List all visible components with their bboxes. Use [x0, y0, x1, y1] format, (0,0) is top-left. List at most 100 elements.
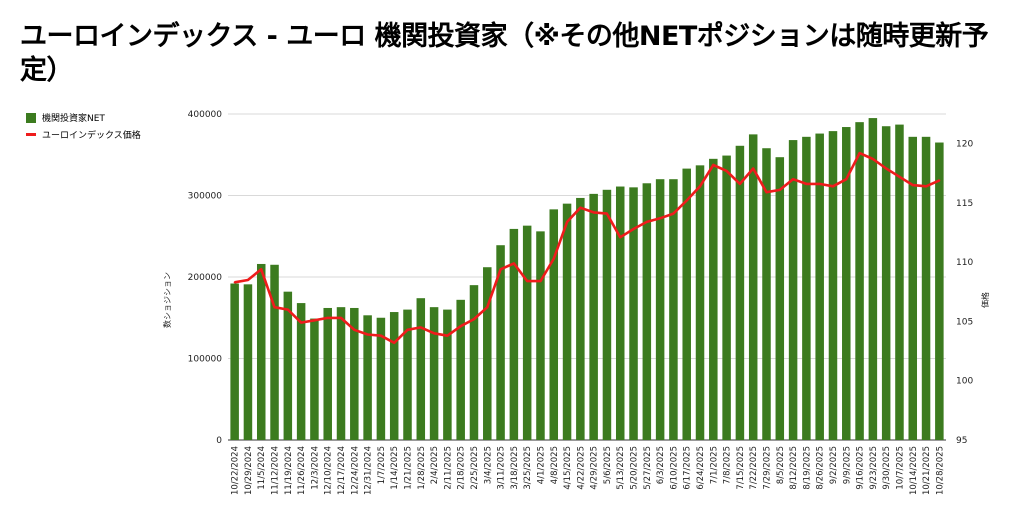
- price-point: [566, 220, 569, 223]
- price-point: [246, 278, 249, 281]
- y2-tick-label: 95: [956, 436, 967, 446]
- y-axis-label: 数ショジション: [162, 272, 172, 328]
- x-tick-label: 4/15/2025: [563, 446, 573, 490]
- bar-series: [230, 118, 944, 441]
- x-tick-label: 4/29/2025: [590, 446, 600, 490]
- x-tick-label: 11/19/2024: [284, 446, 294, 495]
- legend-item-line: ユーロインデックス価格: [26, 126, 141, 143]
- bar: [496, 245, 505, 440]
- chart-title: ユーロインデックス - ユーロ 機関投資家（※その他NETポジションは随時更新予…: [20, 21, 989, 86]
- bar: [323, 307, 332, 440]
- price-point: [433, 332, 436, 335]
- line-series: [233, 151, 941, 345]
- price-point: [765, 191, 768, 194]
- price-point: [499, 268, 502, 271]
- x-tick-label: 8/5/2025: [776, 446, 786, 484]
- bar: [270, 264, 279, 440]
- bar: [921, 136, 931, 440]
- x-tick-label: 5/6/2025: [603, 446, 613, 484]
- bar: [243, 284, 253, 440]
- price-point: [273, 306, 276, 309]
- price-point: [579, 206, 582, 209]
- bar: [669, 179, 678, 440]
- x-tick-label: 9/30/2025: [882, 446, 892, 490]
- price-point: [286, 308, 289, 311]
- price-point: [233, 281, 236, 284]
- x-tick-label: 3/11/2025: [497, 446, 507, 490]
- x-tick-label: 10/21/2025: [922, 446, 932, 495]
- y2-axis-label: 価格: [980, 292, 990, 308]
- price-point: [672, 212, 675, 215]
- price-point: [605, 212, 608, 215]
- legend: 機関投資家NET ユーロインデックス価格: [26, 109, 141, 143]
- x-tick-label: 11/26/2024: [297, 446, 307, 495]
- bar: [762, 148, 771, 441]
- y-tick-label: 200000: [188, 273, 223, 283]
- x-tick-label: 10/7/2025: [895, 446, 905, 490]
- bar: [256, 263, 266, 440]
- price-point: [300, 321, 303, 324]
- x-tick-label: 9/2/2025: [829, 446, 839, 484]
- bar: [469, 285, 479, 440]
- bar: [230, 283, 239, 440]
- price-point: [938, 179, 941, 182]
- x-tick-label: 1/14/2025: [390, 446, 400, 490]
- y2-tick-label: 115: [956, 199, 973, 209]
- x-tick-label: 10/22/2024: [231, 446, 241, 495]
- x-tick-label: 2/11/2025: [443, 446, 453, 490]
- bar: [722, 155, 731, 440]
- bar: [868, 118, 878, 440]
- x-tick-label: 10/29/2024: [244, 446, 254, 495]
- x-tick-label: 7/8/2025: [723, 446, 733, 484]
- x-tick-label: 1/7/2025: [377, 446, 387, 484]
- price-point: [313, 319, 316, 322]
- x-tick-label: 7/1/2025: [709, 446, 719, 484]
- x-tick-label: 5/13/2025: [616, 446, 626, 490]
- x-tick-label: 10/28/2025: [935, 446, 945, 495]
- bar: [589, 193, 598, 440]
- price-point: [805, 182, 808, 185]
- bar: [855, 122, 864, 441]
- x-tick-label: 1/28/2025: [417, 446, 427, 490]
- price-point: [858, 152, 861, 155]
- bar: [576, 197, 585, 440]
- bar: [935, 142, 944, 440]
- price-point: [406, 328, 409, 331]
- legend-label-bars: 機関投資家NET: [42, 114, 105, 124]
- price-point: [486, 306, 489, 309]
- price-point: [552, 257, 555, 260]
- price-point: [619, 236, 622, 239]
- bar: [509, 228, 519, 440]
- legend-label-line: ユーロインデックス価格: [42, 131, 141, 141]
- price-point: [379, 334, 382, 337]
- bar: [815, 133, 824, 440]
- bar: [429, 307, 439, 440]
- y2-tick-label: 100: [956, 377, 973, 387]
- price-point: [712, 163, 715, 166]
- x-tick-label: 5/20/2025: [630, 446, 640, 490]
- bar: [828, 131, 838, 441]
- y2-tick-label: 105: [956, 317, 973, 327]
- x-tick-label: 11/12/2024: [271, 446, 281, 495]
- bar: [709, 158, 718, 440]
- x-tick-label: 7/29/2025: [763, 446, 773, 490]
- y-tick-label: 0: [216, 436, 222, 446]
- bar: [363, 315, 372, 440]
- price-point: [592, 211, 595, 214]
- price-point: [898, 175, 901, 178]
- x-tick-label: 8/12/2025: [789, 446, 799, 490]
- bar: [842, 127, 851, 440]
- x-tick-label: 9/23/2025: [869, 446, 879, 490]
- x-tick-label: 12/10/2024: [324, 446, 334, 495]
- x-tick-label: 3/18/2025: [510, 446, 520, 490]
- bar: [895, 124, 904, 440]
- price-point: [925, 185, 928, 188]
- bar: [536, 231, 545, 440]
- bar: [443, 309, 452, 440]
- x-tick-label: 12/3/2024: [310, 446, 320, 490]
- x-tick-label: 12/17/2024: [337, 446, 347, 495]
- x-tick-label: 10/14/2025: [909, 446, 919, 495]
- price-point: [353, 328, 356, 331]
- bar: [642, 183, 652, 440]
